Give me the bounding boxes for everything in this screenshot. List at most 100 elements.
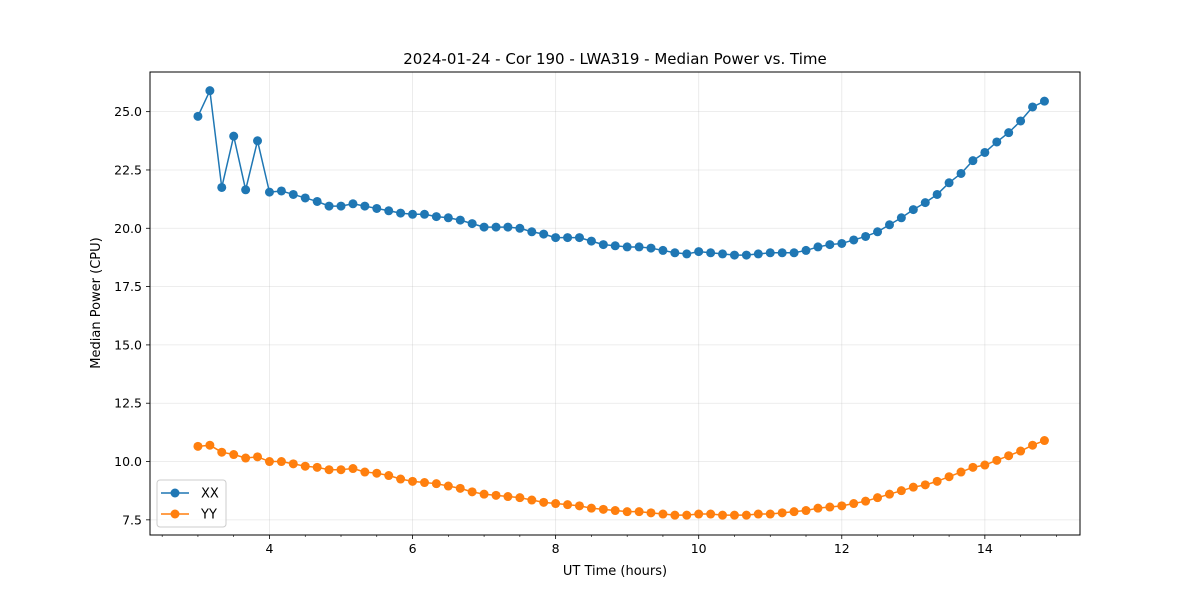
data-point-xx <box>932 189 942 199</box>
data-point-yy <box>718 510 728 520</box>
data-point-yy <box>419 478 429 488</box>
data-point-xx <box>253 136 263 146</box>
data-point-xx <box>563 233 573 243</box>
data-point-yy <box>682 510 692 520</box>
data-point-xx <box>634 242 644 252</box>
data-point-yy <box>479 489 489 499</box>
data-point-xx <box>801 245 811 255</box>
data-point-yy <box>932 476 942 486</box>
data-point-xx <box>455 215 465 225</box>
data-point-xx <box>729 250 739 260</box>
data-point-yy <box>396 474 406 484</box>
data-point-yy <box>515 493 525 503</box>
data-point-yy <box>253 452 263 462</box>
data-point-yy <box>1028 440 1038 450</box>
data-point-yy <box>563 500 573 510</box>
data-point-xx <box>1028 102 1038 112</box>
y-axis-label: Median Power (CPU) <box>89 237 104 368</box>
data-point-yy <box>694 509 704 519</box>
data-point-xx <box>908 205 918 215</box>
x-axis-ticks: 4 6 8 10 12 14 <box>161 535 1057 556</box>
x-tick-label: 4 <box>265 541 273 556</box>
data-point-yy <box>813 503 823 513</box>
data-point-yy <box>980 460 990 470</box>
y-tick-label: 20.0 <box>114 221 142 236</box>
data-point-xx <box>217 182 227 192</box>
data-point-xx <box>1004 128 1014 138</box>
data-point-xx <box>825 240 835 250</box>
data-point-xx <box>276 186 286 196</box>
data-point-xx <box>968 156 978 166</box>
x-tick-label: 12 <box>834 541 850 556</box>
data-point-yy <box>264 457 274 467</box>
data-point-xx <box>396 208 406 218</box>
data-point-xx <box>288 189 298 199</box>
data-point-yy <box>777 508 787 518</box>
data-point-xx <box>622 242 632 252</box>
data-point-yy <box>455 483 465 493</box>
data-point-xx <box>372 203 382 213</box>
data-point-yy <box>646 508 656 518</box>
data-point-yy <box>896 486 906 496</box>
data-point-xx <box>360 201 370 211</box>
data-point-yy <box>551 499 561 509</box>
data-point-yy <box>443 481 453 491</box>
data-point-xx <box>694 247 704 257</box>
data-point-yy <box>300 461 310 471</box>
data-point-xx <box>741 250 751 260</box>
x-axis-label: UT Time (hours) <box>563 564 667 579</box>
data-point-yy <box>467 487 477 497</box>
series-group <box>193 86 1049 520</box>
data-point-yy <box>908 482 918 492</box>
y-tick-label: 12.5 <box>114 396 142 411</box>
data-point-yy <box>801 506 811 516</box>
data-point-xx <box>956 168 966 178</box>
data-point-xx <box>443 213 453 223</box>
y-tick-label: 7.5 <box>122 512 142 527</box>
data-point-xx <box>789 248 799 258</box>
data-point-xx <box>479 222 489 232</box>
data-point-xx <box>777 248 787 258</box>
data-point-yy <box>873 493 883 503</box>
data-point-yy <box>241 453 251 463</box>
data-point-xx <box>896 213 906 223</box>
data-point-yy <box>849 499 859 509</box>
data-point-xx <box>574 233 584 243</box>
data-point-yy <box>610 506 620 516</box>
y-axis-ticks: 7.5 10.0 12.5 15.0 17.5 20.0 22.5 25.0 <box>114 104 150 527</box>
data-point-yy <box>753 509 763 519</box>
y-tick-label: 15.0 <box>114 337 142 352</box>
data-point-yy <box>944 472 954 482</box>
data-point-xx <box>205 86 215 96</box>
data-point-xx <box>503 222 513 232</box>
data-point-xx <box>467 219 477 229</box>
data-point-yy <box>431 479 441 489</box>
data-point-yy <box>336 465 346 475</box>
data-point-xx <box>312 196 322 206</box>
data-point-yy <box>408 476 418 486</box>
data-point-xx <box>193 111 203 121</box>
data-point-xx <box>813 242 823 252</box>
data-point-yy <box>205 440 215 450</box>
data-point-yy <box>503 492 513 502</box>
data-point-xx <box>861 231 871 241</box>
data-point-yy <box>825 502 835 512</box>
data-point-xx <box>980 147 990 157</box>
data-point-yy <box>658 509 668 519</box>
data-point-xx <box>849 235 859 245</box>
data-point-yy <box>765 509 775 519</box>
data-point-xx <box>551 233 561 243</box>
chart-title: 2024-01-24 - Cor 190 - LWA319 - Median P… <box>403 50 827 68</box>
data-point-xx <box>706 248 716 258</box>
data-point-xx <box>646 243 656 253</box>
data-point-xx <box>944 178 954 188</box>
data-point-yy <box>574 501 584 511</box>
data-point-xx <box>873 227 883 237</box>
data-point-yy <box>491 490 501 500</box>
data-point-yy <box>634 507 644 517</box>
y-tick-label: 17.5 <box>114 279 142 294</box>
y-tick-label: 25.0 <box>114 104 142 119</box>
data-point-xx <box>241 185 251 195</box>
data-point-xx <box>264 187 274 197</box>
